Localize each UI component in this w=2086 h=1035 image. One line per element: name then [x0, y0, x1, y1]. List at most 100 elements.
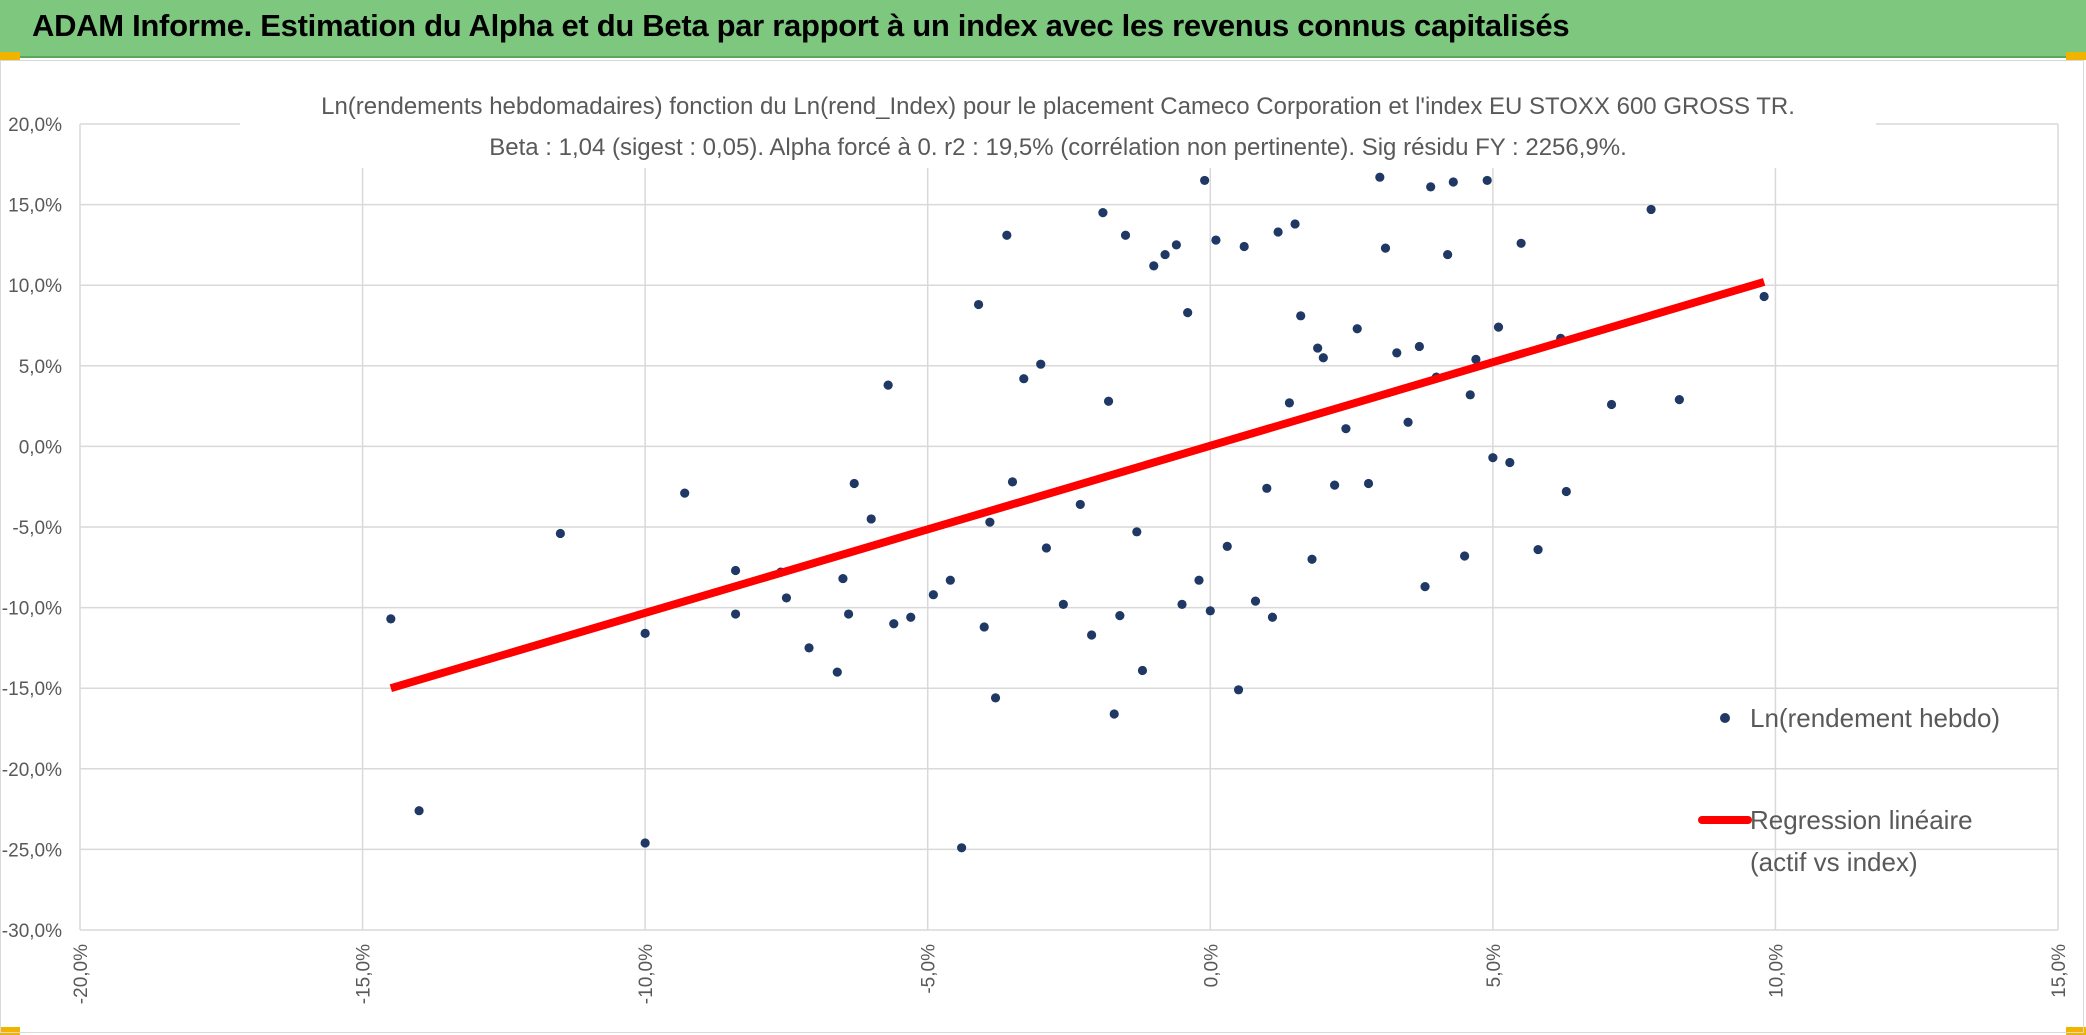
data-point [1448, 177, 1458, 187]
data-point [1488, 453, 1498, 463]
data-point [1759, 291, 1769, 302]
y-tick-label: 0,0% [19, 437, 62, 458]
data-point [1171, 240, 1181, 250]
chart-title-line: Ln(rendements hebdomadaires) fonction du… [321, 93, 1795, 120]
data-point [1041, 543, 1051, 553]
data-point [1505, 457, 1515, 468]
y-tick-label: -25,0% [2, 840, 62, 861]
chart-frame [0, 60, 2084, 1033]
data-point [1019, 374, 1029, 384]
y-tick-label: -30,0% [2, 921, 62, 942]
data-point [1284, 398, 1295, 408]
data-point [1087, 630, 1097, 640]
data-point [1002, 230, 1012, 240]
data-point [680, 488, 690, 498]
data-point [1205, 606, 1215, 616]
y-tick-label: 20,0% [8, 115, 62, 136]
data-point [1036, 359, 1046, 369]
data-point [1460, 551, 1470, 561]
data-point [1307, 554, 1317, 564]
data-point [1273, 227, 1283, 237]
data-point [1392, 348, 1402, 358]
data-point [1296, 311, 1306, 321]
data-point [1132, 527, 1142, 537]
data-point [555, 528, 565, 539]
data-point [1420, 582, 1430, 592]
x-tick-label: -5,0% [919, 944, 940, 994]
chart-title: Ln(rendements hebdomadaires) fonction du… [240, 86, 1876, 168]
data-point [1211, 235, 1221, 245]
data-point [1646, 204, 1656, 215]
data-point [1380, 243, 1391, 253]
data-point [1318, 353, 1328, 363]
data-point [1200, 175, 1210, 186]
data-point [1098, 208, 1108, 218]
data-point [1352, 324, 1362, 334]
y-tick-label: 10,0% [8, 276, 62, 297]
data-point [1075, 499, 1085, 510]
data-point [730, 565, 741, 576]
data-point [985, 517, 995, 527]
data-point [1267, 612, 1278, 622]
data-point [386, 614, 396, 624]
data-point [1194, 575, 1204, 585]
data-point [1516, 238, 1526, 248]
legend-marker-scatter [1720, 713, 1730, 723]
data-point [1109, 709, 1119, 719]
data-point [1403, 417, 1413, 427]
data-point [1375, 172, 1385, 182]
data-point [945, 575, 955, 585]
data-point [1493, 322, 1504, 332]
data-point [1103, 396, 1114, 406]
data-point [730, 609, 741, 619]
data-point [889, 619, 899, 629]
data-point [1414, 341, 1424, 352]
data-point [1262, 483, 1272, 493]
data-point [832, 667, 842, 677]
data-point [781, 593, 792, 603]
data-point [979, 622, 989, 632]
legend-label-scatter: Ln(rendement hebdo) [1750, 703, 2001, 733]
legend-label-regression-1: Regression linéaire [1750, 805, 1973, 835]
corner-marker-left [0, 52, 20, 60]
data-point [1341, 424, 1351, 434]
data-point [640, 628, 650, 638]
data-point [1233, 685, 1244, 695]
data-point [1115, 611, 1125, 621]
x-tick-label: 15,0% [2049, 944, 2070, 998]
data-point [1606, 399, 1617, 410]
data-point [843, 609, 854, 619]
data-point [1058, 599, 1068, 609]
data-point [1137, 665, 1148, 676]
data-point [1177, 599, 1187, 609]
data-point [1290, 219, 1300, 229]
data-point [804, 643, 814, 653]
chart-subtitle-line: Beta : 1,04 (sigest : 0,05). Alpha forcé… [489, 134, 1627, 161]
data-point [838, 573, 848, 584]
x-tick-label: -15,0% [354, 944, 375, 1004]
x-tick-label: -20,0% [71, 944, 92, 1004]
data-point [1482, 175, 1492, 186]
data-point [906, 612, 916, 622]
data-point [1471, 354, 1481, 364]
data-point [414, 806, 424, 816]
data-point [973, 299, 984, 310]
x-tick-label: 0,0% [1201, 944, 1222, 987]
data-point [1426, 182, 1436, 192]
y-tick-label: -20,0% [2, 760, 62, 781]
legend-label-regression-2: (actif vs index) [1750, 847, 1918, 877]
data-point [1222, 541, 1232, 551]
data-point [1443, 249, 1453, 260]
y-tick-label: -5,0% [12, 518, 62, 539]
x-tick-label: 5,0% [1484, 944, 1505, 987]
y-tick-label: 15,0% [8, 196, 62, 217]
corner-marker-right [2066, 52, 2086, 60]
data-point [928, 590, 938, 600]
x-tick-label: -10,0% [636, 944, 657, 1004]
corner-marker-bottom-left [0, 1027, 20, 1035]
data-point [1533, 544, 1543, 555]
data-point [1313, 343, 1323, 353]
data-point [849, 478, 859, 489]
data-point [1239, 241, 1249, 252]
